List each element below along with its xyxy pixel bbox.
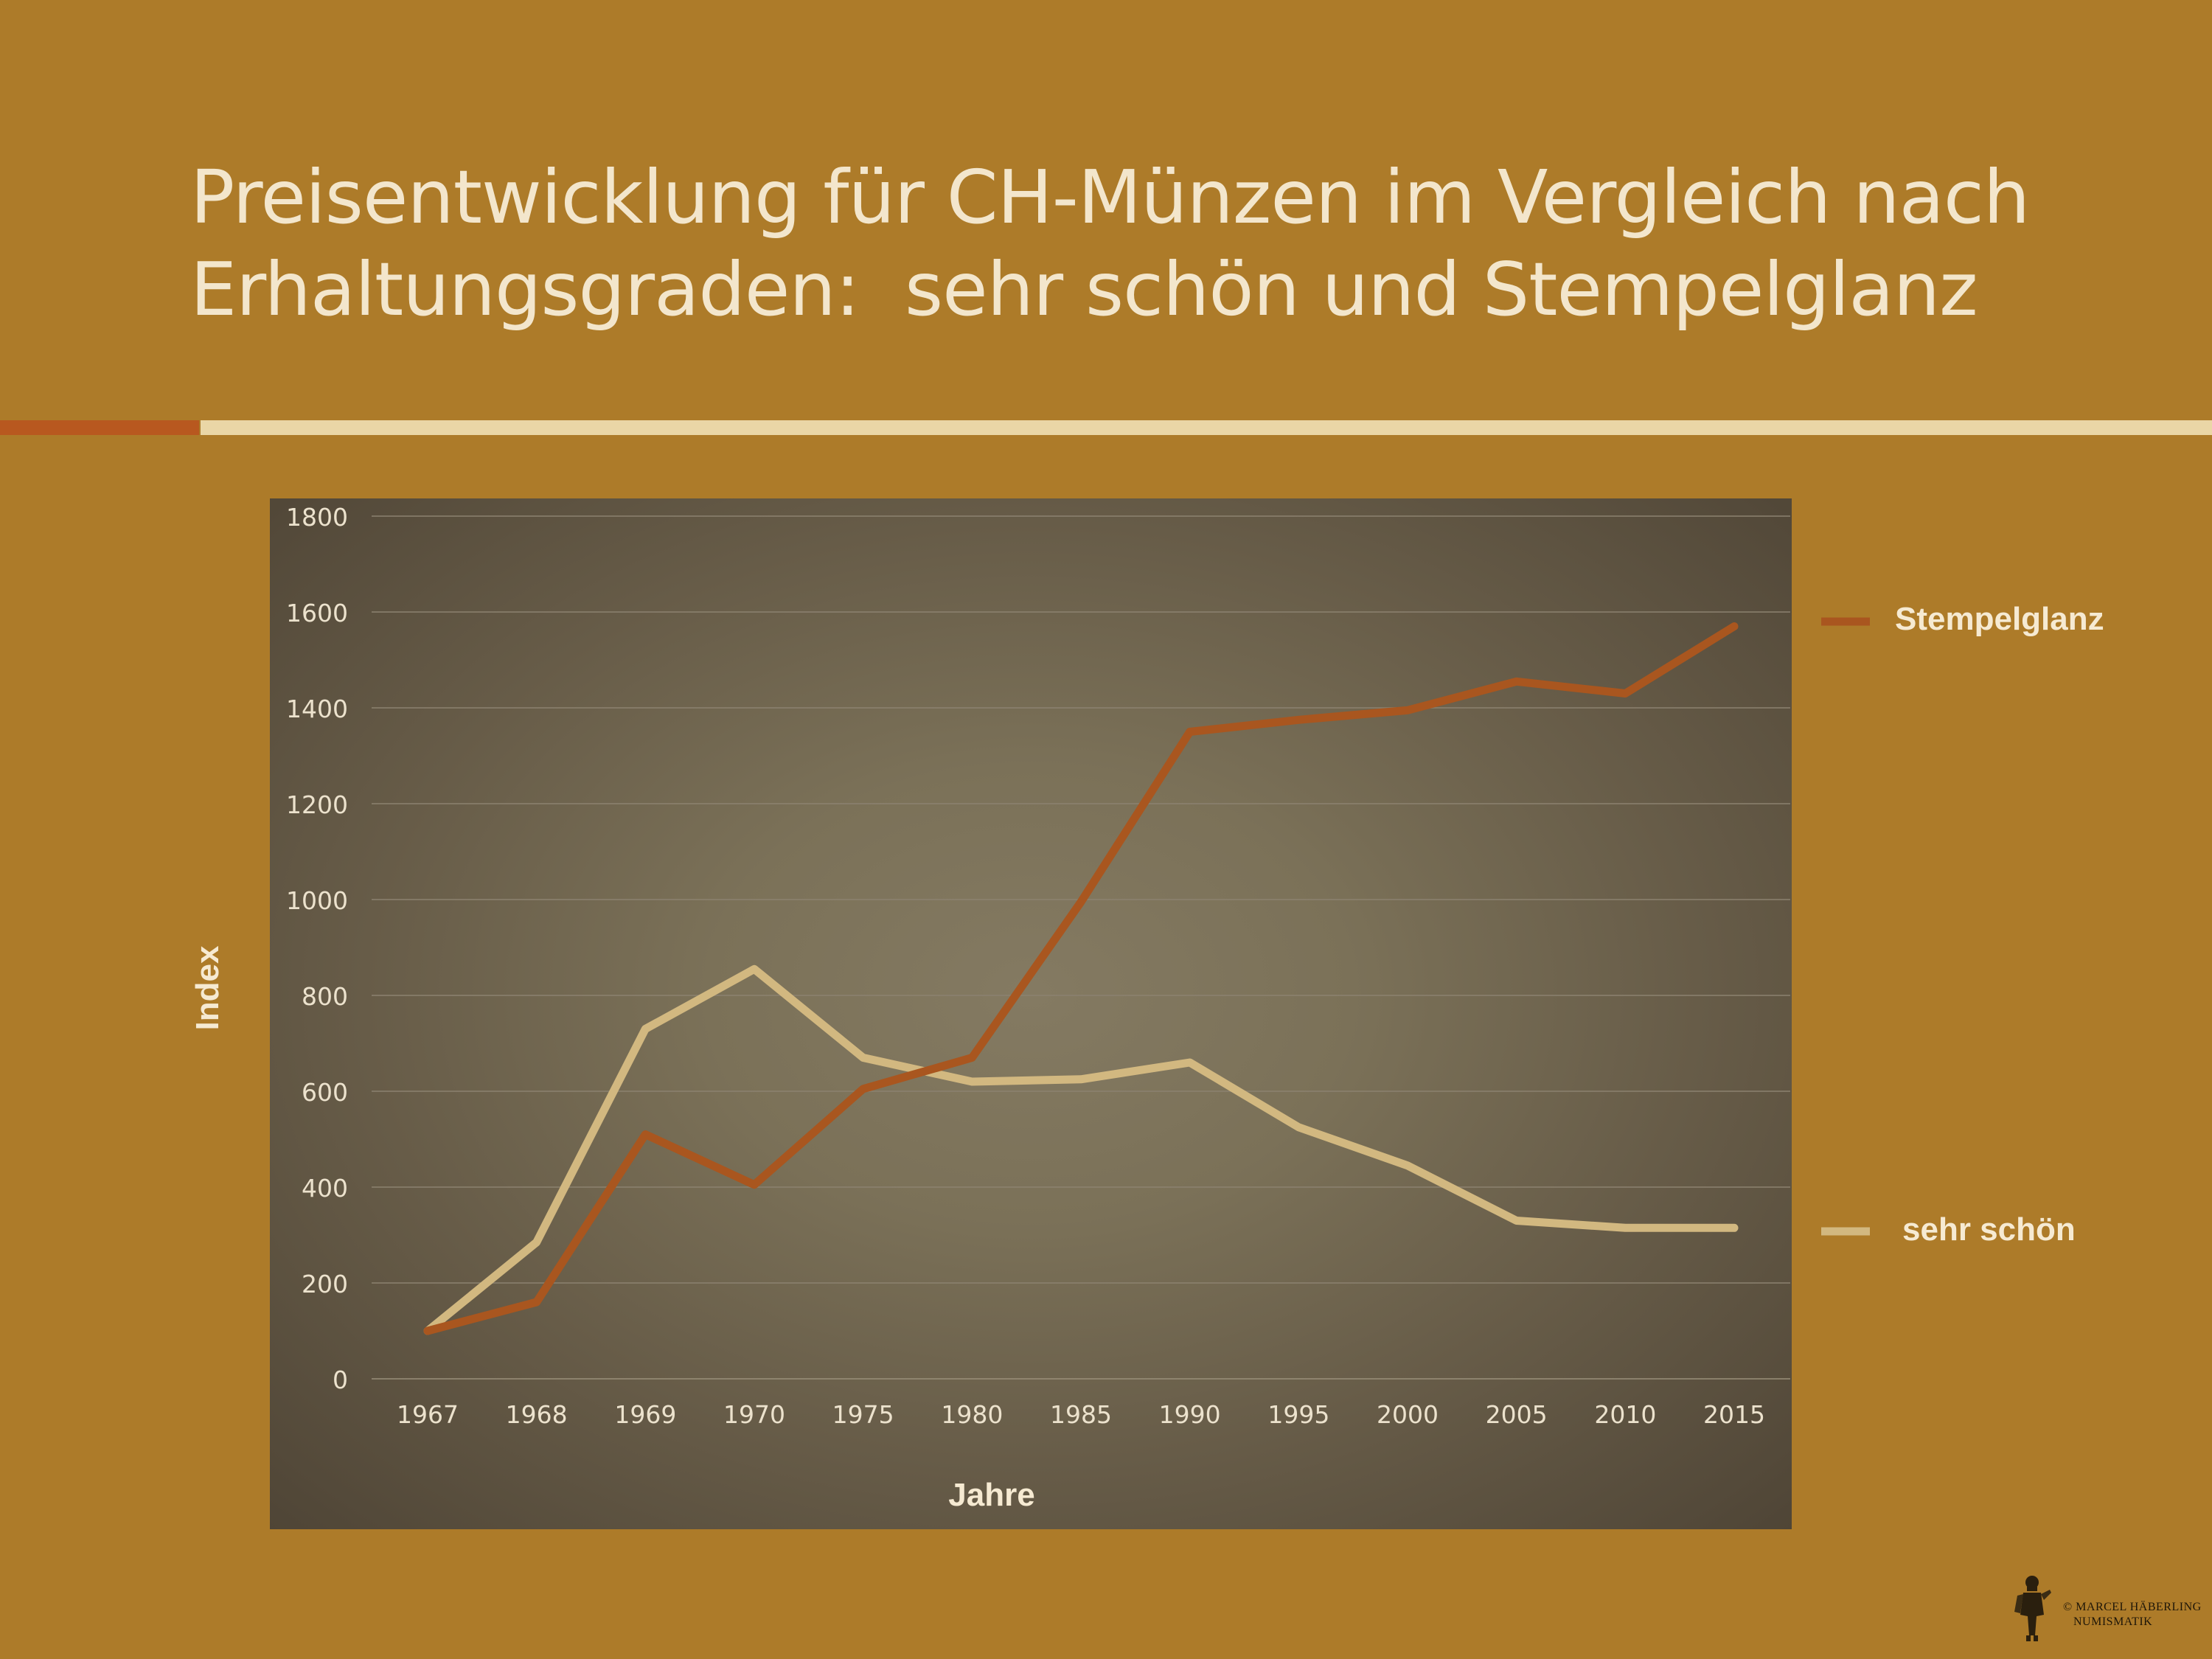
- y-tick-label: 1200: [286, 790, 348, 819]
- slide-title: Preisentwicklung für CH-Münzen im Vergle…: [190, 151, 2144, 335]
- legend: [1821, 617, 1870, 1236]
- slide-title-line-1: Preisentwicklung für CH-Münzen im Vergle…: [190, 154, 2030, 240]
- x-tick-label: 1980: [941, 1400, 1003, 1429]
- x-tick-label: 1995: [1267, 1400, 1329, 1429]
- y-tick-label: 1400: [286, 695, 348, 723]
- x-tick-label: 1968: [506, 1400, 568, 1429]
- title-rule: [201, 420, 2212, 435]
- y-tick-label: 400: [302, 1174, 348, 1203]
- x-tick-label: 1967: [397, 1400, 459, 1429]
- slide-title-line-2: Erhaltungsgraden: sehr schön und Stempel…: [190, 246, 1978, 333]
- x-tick-label: 1969: [614, 1400, 676, 1429]
- title-rule-accent: [0, 420, 199, 435]
- x-tick-label: 2000: [1377, 1400, 1439, 1429]
- chart-background: [270, 498, 1792, 1529]
- y-axis-ticks: 0 200 400 600 800 1000 1200 1400 1600 1800: [286, 503, 348, 1394]
- x-tick-label: 2015: [1703, 1400, 1765, 1429]
- x-tick-label: 2010: [1594, 1400, 1656, 1429]
- knight-icon: [2014, 1576, 2051, 1641]
- y-tick-label: 0: [333, 1366, 348, 1394]
- series-line-sehr-schoen: [423, 964, 1739, 1335]
- x-axis-title: Jahre: [948, 1477, 1034, 1513]
- series-lines: [423, 622, 1739, 1335]
- numismatik-logo: © MARCEL HÄBERLING NUMISMATIK: [2007, 1571, 2202, 1644]
- y-tick-label: 600: [302, 1078, 348, 1107]
- y-tick-label: 200: [302, 1270, 348, 1298]
- y-tick-label: 1800: [286, 503, 348, 532]
- x-tick-label: 2005: [1486, 1400, 1548, 1429]
- legend-label-sehr-schoen: sehr schön: [1902, 1211, 2076, 1248]
- x-axis-ticks: 1967 1968 1969 1970 1975 1980 1985 1990 1995 2000…: [397, 1400, 1765, 1429]
- logo-text: © MARCEL HÄBERLING NUMISMATIK: [2063, 1600, 2202, 1630]
- logo-copyright: ©: [2063, 1601, 2073, 1613]
- x-tick-label: 1970: [723, 1400, 785, 1429]
- legend-label-stempelglanz: Stempelglanz: [1895, 601, 2104, 637]
- logo-line-2: NUMISMATIK: [2073, 1615, 2153, 1628]
- y-tick-label: 800: [302, 982, 348, 1011]
- y-tick-label: 1000: [286, 886, 348, 915]
- y-tick-label: 1600: [286, 599, 348, 627]
- series-line-stempelglanz: [423, 622, 1739, 1335]
- gridlines: [372, 515, 1790, 1380]
- y-axis-title: Index: [189, 945, 226, 1030]
- logo-line-1: MARCEL HÄBERLING: [2076, 1601, 2202, 1613]
- x-tick-label: 1975: [832, 1400, 894, 1429]
- x-tick-label: 1985: [1050, 1400, 1112, 1429]
- x-tick-label: 1990: [1159, 1400, 1221, 1429]
